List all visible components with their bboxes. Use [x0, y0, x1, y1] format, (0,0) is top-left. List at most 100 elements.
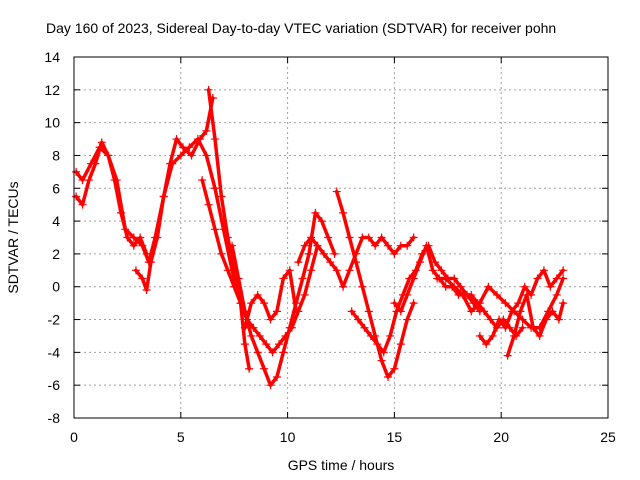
- data-point: [332, 187, 341, 196]
- data-point: [217, 249, 226, 258]
- data-point: [240, 323, 249, 332]
- data-point: [292, 307, 301, 316]
- data-point: [104, 151, 113, 160]
- data-point: [116, 208, 125, 217]
- data-point: [364, 307, 373, 316]
- data-point: [223, 266, 232, 275]
- data-point: [210, 184, 219, 193]
- data-point: [272, 372, 281, 381]
- data-point: [559, 299, 568, 308]
- data-point: [159, 192, 168, 201]
- series-line: [206, 88, 251, 371]
- data-point: [467, 290, 476, 299]
- data-point: [253, 290, 262, 299]
- data-point: [72, 192, 81, 201]
- data-point: [78, 200, 87, 209]
- y-tick-label: 4: [52, 213, 60, 229]
- data-point: [307, 233, 316, 242]
- data-point: [260, 299, 269, 308]
- data-point: [204, 200, 213, 209]
- y-tick-label: 6: [52, 180, 60, 196]
- data-point: [129, 241, 138, 250]
- data-point: [330, 249, 339, 258]
- data-point: [373, 340, 382, 349]
- y-tick-label: 2: [52, 246, 60, 262]
- data-point: [72, 167, 81, 176]
- data-point: [123, 233, 132, 242]
- data-point: [204, 85, 213, 94]
- satellite-track-2: [72, 138, 151, 258]
- data-point: [324, 233, 333, 242]
- data-point: [304, 249, 313, 258]
- data-point: [245, 364, 254, 373]
- data-point: [366, 331, 375, 340]
- data-point: [228, 241, 237, 250]
- data-point: [492, 290, 501, 299]
- data-point: [153, 233, 162, 242]
- data-point: [377, 233, 386, 242]
- data-point: [354, 315, 363, 324]
- data-point: [522, 290, 531, 299]
- satellite-track-9: [332, 187, 418, 381]
- data-point: [268, 348, 277, 357]
- data-point: [377, 356, 386, 365]
- data-point: [285, 323, 294, 332]
- y-tick-label: 8: [52, 147, 60, 163]
- data-point: [339, 282, 348, 291]
- data-point: [196, 135, 205, 144]
- satellite-track-6: [228, 208, 339, 390]
- data-point: [482, 340, 491, 349]
- y-tick-label: -6: [48, 377, 61, 393]
- data-point: [84, 176, 93, 185]
- data-point: [178, 143, 187, 152]
- data-point: [390, 299, 399, 308]
- data-point: [172, 135, 181, 144]
- series-line: [505, 293, 565, 358]
- data-point: [247, 299, 256, 308]
- data-point: [386, 331, 395, 340]
- data-point: [176, 151, 185, 160]
- data-point: [441, 274, 450, 283]
- data-point: [458, 290, 467, 299]
- data-point: [210, 225, 219, 234]
- data-point: [217, 192, 226, 201]
- data-point: [230, 282, 239, 291]
- data-point: [403, 315, 412, 324]
- data-point: [559, 266, 568, 275]
- data-point: [332, 266, 341, 275]
- data-point: [548, 307, 557, 316]
- data-point: [484, 282, 493, 291]
- x-tick-label: 0: [70, 429, 78, 445]
- data-point: [396, 340, 405, 349]
- data-point: [533, 274, 542, 283]
- data-point: [166, 159, 175, 168]
- data-point: [187, 151, 196, 160]
- satellite-track-3: [131, 94, 217, 295]
- y-tick-label: -4: [48, 344, 61, 360]
- data-point: [142, 286, 151, 295]
- data-point: [247, 331, 256, 340]
- y-tick-label: -2: [48, 312, 61, 328]
- data-point: [535, 331, 544, 340]
- data-point: [554, 315, 563, 324]
- data-point: [285, 266, 294, 275]
- data-point: [146, 258, 155, 267]
- data-point: [266, 381, 275, 390]
- x-tick-label: 15: [387, 429, 403, 445]
- data-point: [351, 258, 360, 267]
- x-axis-title: GPS time / hours: [288, 457, 395, 473]
- y-axis: -8 -6 -4 -2 0 2 4 6 8 10 12 14: [44, 49, 608, 426]
- data-point: [467, 307, 476, 316]
- data-point: [390, 364, 399, 373]
- data-point: [371, 241, 380, 250]
- data-point: [501, 323, 510, 332]
- data-point: [529, 323, 538, 332]
- data-point: [275, 340, 284, 349]
- data-point: [142, 249, 151, 258]
- y-tick-label: 0: [52, 279, 60, 295]
- data-point: [91, 159, 100, 168]
- satellite-track-7: [240, 266, 301, 332]
- data-point: [339, 208, 348, 217]
- data-point: [390, 249, 399, 258]
- data-point: [552, 290, 561, 299]
